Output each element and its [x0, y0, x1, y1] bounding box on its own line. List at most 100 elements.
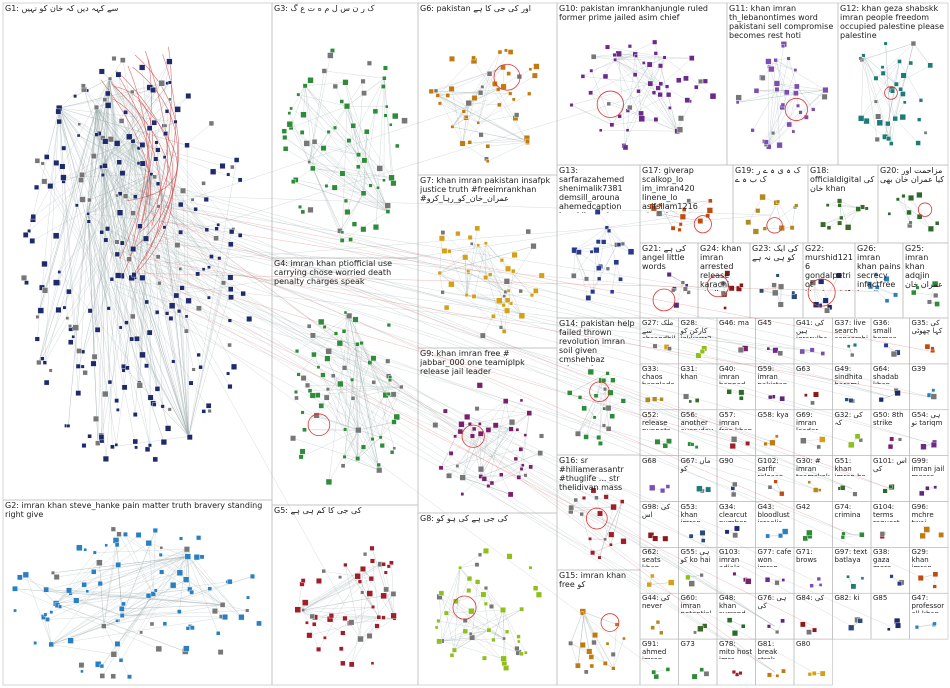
node: [294, 349, 300, 354]
node: [809, 583, 814, 588]
node: [183, 645, 190, 652]
node: [775, 674, 780, 678]
edge: [451, 88, 463, 144]
edge: [571, 83, 651, 106]
edge: [585, 392, 611, 438]
node: [121, 384, 128, 391]
node: [320, 145, 327, 152]
node: [489, 604, 494, 609]
edge: [611, 262, 617, 292]
group-label: G15: imran khan free کو: [559, 571, 627, 589]
edge: [584, 612, 617, 625]
edge: [291, 106, 348, 128]
group-label: G14: pakistan help failed thrown revolut…: [559, 319, 635, 366]
edge: [297, 583, 303, 610]
node: [527, 91, 532, 96]
edge: [96, 107, 207, 230]
node: [767, 484, 773, 490]
node: [99, 673, 106, 679]
edge: [314, 578, 372, 625]
edge: [635, 54, 661, 84]
node: [470, 242, 474, 246]
node: [476, 121, 481, 125]
node: [873, 99, 878, 104]
node: [835, 272, 842, 279]
edge: [298, 315, 350, 375]
node: [650, 573, 655, 579]
node: [668, 106, 672, 110]
edge: [352, 386, 402, 399]
node: [147, 394, 154, 401]
node: [500, 607, 506, 613]
inter-group-edge: [134, 54, 179, 239]
inter-group-edge: [161, 211, 814, 489]
edge: [437, 95, 463, 144]
node: [607, 389, 614, 396]
edge: [614, 59, 642, 119]
edge: [584, 612, 596, 636]
node: [885, 121, 891, 127]
edge: [133, 274, 189, 437]
node: [918, 98, 923, 103]
node: [837, 198, 843, 204]
node: [115, 561, 122, 568]
node: [906, 209, 912, 216]
edge: [605, 76, 678, 132]
node: [369, 558, 375, 564]
node: [575, 430, 581, 437]
node: [503, 289, 508, 294]
edge: [59, 108, 150, 333]
node: [213, 235, 219, 242]
node: [43, 612, 48, 617]
node: [291, 179, 296, 184]
edge: [326, 397, 358, 459]
node: [438, 465, 444, 471]
node: [155, 181, 161, 186]
edge: [59, 108, 117, 401]
node: [110, 673, 116, 679]
node: [518, 288, 523, 294]
node: [76, 544, 83, 552]
node: [40, 356, 45, 361]
edge: [109, 78, 207, 200]
node: [309, 613, 315, 620]
node: [502, 636, 506, 641]
node: [453, 434, 457, 439]
edge: [25, 574, 52, 645]
edge: [435, 90, 479, 123]
node: [605, 44, 610, 50]
node: [518, 446, 524, 452]
edge: [187, 556, 242, 618]
group-label: G49: sindhita harami sindh party: [834, 364, 863, 384]
node: [185, 626, 190, 631]
node: [594, 209, 601, 215]
edge: [312, 106, 348, 169]
node: [326, 129, 331, 134]
edge: [125, 534, 223, 606]
node: [777, 350, 784, 357]
edge: [454, 567, 461, 651]
edge: [70, 556, 188, 594]
edge: [113, 529, 223, 606]
node: [340, 630, 346, 636]
node: [638, 115, 645, 122]
node: [816, 576, 821, 581]
group-label: G22: murshid1216 gondalpetriot kinghamid…: [805, 244, 853, 291]
node: [321, 569, 326, 574]
group-label: G96: mchre twai baloch tell: [911, 502, 934, 522]
node: [73, 94, 78, 99]
group-label: G58: kya: [757, 410, 789, 419]
edge: [457, 428, 512, 467]
node: [826, 225, 832, 230]
edge: [45, 556, 188, 615]
edge: [577, 392, 611, 434]
edge: [312, 168, 389, 212]
node: [933, 485, 938, 490]
node: [93, 415, 99, 422]
node: [21, 274, 27, 281]
edge: [83, 89, 97, 108]
edge: [457, 412, 530, 467]
node: [588, 90, 593, 96]
node: [101, 623, 107, 629]
edge: [113, 593, 154, 655]
